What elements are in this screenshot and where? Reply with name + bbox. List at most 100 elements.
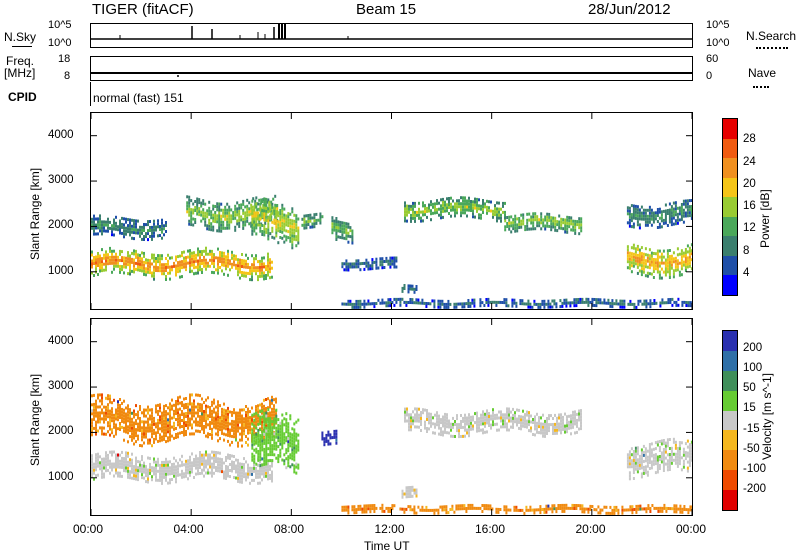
scatter-cell [237, 411, 239, 415]
scatter-cell [275, 400, 277, 404]
scatter-cell [639, 299, 642, 303]
scatter-cell [211, 421, 213, 425]
scatter-cell [307, 217, 310, 220]
scatter-cell [159, 225, 161, 228]
scatter-cell [680, 249, 683, 253]
scatter-cell [664, 456, 667, 460]
scatter-cell [674, 222, 677, 226]
scatter-cell [375, 260, 378, 264]
scatter-cell [147, 471, 149, 475]
scatter-cell [337, 229, 340, 233]
scatter-cell [247, 475, 249, 479]
scatter-cell [210, 222, 213, 226]
scatter-cell [670, 446, 673, 450]
scatter-cell [576, 223, 579, 227]
scatter-cell [413, 290, 416, 294]
scatter-cell [448, 422, 450, 426]
scatter-cell [212, 213, 215, 217]
scatter-cell [682, 465, 685, 469]
scatter-cell [155, 466, 157, 470]
scatter-cell [458, 423, 460, 427]
scatter-cell [636, 253, 639, 257]
scatter-cell [153, 440, 155, 444]
scatter-cell [468, 419, 470, 423]
scatter-cell [251, 226, 254, 230]
scatter-cell [629, 302, 632, 306]
scatter-cell [149, 426, 151, 430]
scatter-cell [568, 219, 571, 223]
scatter-cell [548, 414, 550, 418]
scatter-cell [125, 232, 127, 236]
scatter-cell [662, 469, 665, 472]
scatter-cell [103, 475, 105, 479]
scatter-cell [253, 266, 255, 270]
scatter-cell [185, 412, 187, 415]
scatter-cell [271, 438, 274, 442]
scatter-cell [442, 415, 444, 419]
scatter-cell [481, 510, 484, 513]
scatter-cell [506, 410, 508, 414]
scatter-cell [263, 434, 265, 438]
scatter-cell [253, 229, 256, 233]
scatter-cell [291, 231, 294, 235]
scatter-cell [183, 250, 185, 254]
scatter-cell [533, 508, 536, 512]
scatter-cell [331, 219, 334, 223]
scatter-cell [662, 249, 665, 253]
scatter-cell [189, 393, 191, 397]
scatter-cell [468, 196, 470, 200]
scatter-cell [467, 302, 470, 305]
scatter-cell [241, 468, 243, 472]
scatter-cell [484, 421, 486, 425]
scatter-cell [648, 214, 651, 218]
date-title: 28/Jun/2012 [588, 1, 671, 18]
scatter-cell [412, 213, 414, 217]
scatter-cell [121, 416, 123, 420]
scatter-cell [181, 425, 183, 428]
scatter-cell [246, 204, 249, 208]
scatter-cell [257, 223, 260, 227]
scatter-cell [113, 474, 115, 478]
scatter-cell [684, 260, 687, 263]
scatter-cell [671, 303, 674, 307]
scatter-cell [91, 460, 93, 464]
scatter-cell [632, 258, 635, 262]
scatter-cell [163, 419, 165, 423]
scatter-cell [179, 266, 181, 270]
scatter-cell [293, 422, 296, 426]
scatter-cell [343, 268, 346, 272]
scatter-cell [525, 505, 528, 509]
scatter-cell [437, 305, 440, 309]
scatter-cell [680, 261, 683, 265]
scatter-cell [680, 209, 683, 212]
scatter-cell [480, 216, 482, 220]
scatter-cell [309, 216, 312, 220]
scatter-cell [173, 436, 175, 440]
scatter-cell [552, 429, 554, 432]
scatter-cell [331, 436, 334, 440]
scatter-cell [630, 447, 633, 451]
scatter-cell [155, 266, 157, 269]
scatter-cell [187, 423, 189, 427]
scatter-cell [570, 417, 572, 421]
scatter-cell [107, 468, 109, 472]
scatter-cell [636, 244, 639, 248]
scatter-cell [371, 261, 374, 265]
scatter-cell [129, 417, 131, 421]
scatter-cell [109, 255, 111, 259]
scatter-cell [669, 301, 672, 304]
scatter-cell [351, 235, 354, 239]
scatter-cell [343, 236, 346, 240]
scatter-cell [137, 472, 139, 476]
scatter-cell [251, 458, 254, 462]
scatter-cell [555, 302, 558, 306]
scatter-cell [660, 213, 663, 217]
scatter-cell [648, 467, 651, 470]
scatter-cell [115, 414, 117, 418]
scatter-cell [412, 410, 414, 414]
scatter-cell [161, 423, 163, 427]
scatter-cell [626, 257, 629, 261]
scatter-cell [194, 221, 197, 224]
scatter-cell [347, 508, 350, 512]
scatter-cell [127, 469, 129, 473]
